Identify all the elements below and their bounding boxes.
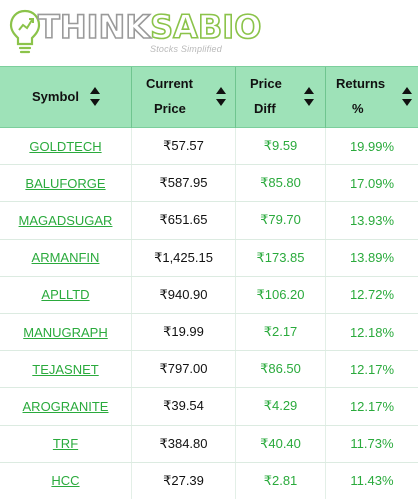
sort-arrows-icon[interactable] bbox=[90, 87, 100, 109]
current-price-cell: ₹797.00 bbox=[132, 351, 236, 388]
price-diff-cell: ₹86.50 bbox=[236, 351, 326, 388]
symbol-cell: GOLDTECH bbox=[0, 128, 132, 165]
table-row: AROGRANITE ₹39.54 ₹4.29 12.17% bbox=[0, 388, 418, 426]
returns-cell: 11.43% bbox=[350, 473, 394, 489]
symbol-link[interactable]: MAGADSUGAR bbox=[18, 212, 113, 228]
table-row: TEJASNET ₹797.00 ₹86.50 12.17% bbox=[0, 351, 418, 389]
logo-prefix: THINK bbox=[37, 7, 151, 47]
symbol-link[interactable]: MANUGRAPH bbox=[23, 324, 108, 340]
header-diff-label-1: Price bbox=[250, 76, 282, 91]
price-diff-cell: ₹2.81 bbox=[236, 462, 326, 499]
thinksabio-logo[interactable]: THINKSABIO Stocks Simplified bbox=[4, 4, 262, 60]
symbol-cell: ARMANFIN bbox=[0, 239, 132, 276]
table-row: BALUFORGE ₹587.95 ₹85.80 17.09% bbox=[0, 165, 418, 203]
current-price-cell: ₹1,425.15 bbox=[132, 239, 236, 276]
table-row: MANUGRAPH ₹19.99 ₹2.17 12.18% bbox=[0, 313, 418, 352]
header-current-label-1: Current bbox=[146, 76, 193, 91]
current-price-cell: ₹940.90 bbox=[132, 276, 236, 313]
header-current-price[interactable]: Current Price bbox=[132, 67, 236, 128]
header-returns-label-1: Returns bbox=[336, 76, 386, 91]
table-row: MAGADSUGAR ₹651.65 ₹79.70 13.93% bbox=[0, 202, 418, 240]
table-row: TRF ₹384.80 ₹40.40 11.73% bbox=[0, 425, 418, 463]
price-diff-cell: ₹173.85 bbox=[236, 239, 326, 276]
symbol-cell: HCC bbox=[0, 462, 132, 499]
symbol-cell: MANUGRAPH bbox=[0, 313, 132, 351]
table-body: GOLDTECH ₹57.57 ₹9.59 19.99% BALUFORGE ₹… bbox=[0, 128, 418, 499]
sort-arrows-icon[interactable] bbox=[402, 87, 412, 109]
returns-cell: 12.18% bbox=[349, 324, 395, 340]
price-diff-cell: ₹79.70 bbox=[236, 202, 326, 239]
returns-cell: 13.89% bbox=[349, 250, 395, 266]
current-price-cell: ₹27.39 bbox=[132, 462, 236, 499]
returns-cell: 12.72% bbox=[349, 287, 395, 303]
symbol-cell: BALUFORGE bbox=[0, 165, 132, 202]
logo-suffix: SABIO bbox=[149, 7, 262, 47]
current-price-cell: ₹39.54 bbox=[132, 388, 236, 425]
symbol-cell: TEJASNET bbox=[0, 351, 132, 388]
header-symbol[interactable]: Symbol bbox=[0, 67, 132, 128]
table-header: Symbol Current Price Price Diff Returns … bbox=[0, 66, 418, 128]
symbol-cell: APLLTD bbox=[0, 276, 132, 313]
returns-cell: 19.99% bbox=[349, 138, 395, 154]
current-price-cell: ₹384.80 bbox=[132, 425, 236, 462]
header-price-diff[interactable]: Price Diff bbox=[236, 67, 326, 128]
sort-arrows-icon[interactable] bbox=[216, 87, 226, 109]
symbol-link[interactable]: TRF bbox=[52, 436, 79, 452]
price-diff-cell: ₹40.40 bbox=[236, 425, 326, 462]
logo-wordmark: THINKSABIO bbox=[37, 7, 262, 47]
price-diff-cell: ₹106.20 bbox=[236, 276, 326, 313]
symbol-cell: AROGRANITE bbox=[0, 388, 132, 425]
price-diff-cell: ₹4.29 bbox=[236, 388, 326, 425]
current-price-cell: ₹57.57 bbox=[132, 128, 236, 165]
returns-cell: 11.73% bbox=[350, 436, 394, 452]
logo-tagline: Stocks Simplified bbox=[150, 44, 222, 54]
symbol-cell: MAGADSUGAR bbox=[0, 202, 132, 239]
symbol-cell: TRF bbox=[0, 425, 132, 462]
header-diff-label-2: Diff bbox=[254, 101, 276, 116]
symbol-link[interactable]: BALUFORGE bbox=[25, 175, 106, 191]
current-price-cell: ₹19.99 bbox=[132, 313, 236, 351]
price-diff-cell: ₹85.80 bbox=[236, 165, 326, 202]
current-price-cell: ₹587.95 bbox=[132, 165, 236, 202]
symbol-link[interactable]: GOLDTECH bbox=[29, 138, 102, 154]
top-gainers-table: Symbol Current Price Price Diff Returns … bbox=[0, 66, 418, 499]
table-row: APLLTD ₹940.90 ₹106.20 12.72% bbox=[0, 276, 418, 314]
symbol-link[interactable]: AROGRANITE bbox=[22, 398, 109, 414]
lightbulb-icon bbox=[9, 9, 41, 54]
header-returns[interactable]: Returns % bbox=[326, 67, 418, 128]
returns-cell: 12.17% bbox=[349, 361, 395, 377]
symbol-link[interactable]: TEJASNET bbox=[32, 361, 99, 377]
header-current-label-2: Price bbox=[154, 101, 186, 116]
price-diff-cell: ₹2.17 bbox=[236, 313, 326, 351]
current-price-cell: ₹651.65 bbox=[132, 202, 236, 239]
sort-arrows-icon[interactable] bbox=[304, 87, 314, 109]
symbol-link[interactable]: ARMANFIN bbox=[31, 250, 100, 266]
symbol-link[interactable]: APLLTD bbox=[41, 287, 90, 303]
table-row: ARMANFIN ₹1,425.15 ₹173.85 13.89% bbox=[0, 239, 418, 277]
table-row: HCC ₹27.39 ₹2.81 11.43% bbox=[0, 462, 418, 499]
header-symbol-label: Symbol bbox=[32, 89, 79, 104]
brand-header: THINKSABIO Stocks Simplified bbox=[0, 0, 418, 66]
returns-cell: 17.09% bbox=[349, 175, 395, 191]
header-returns-label-2: % bbox=[352, 101, 364, 116]
table-row: GOLDTECH ₹57.57 ₹9.59 19.99% bbox=[0, 128, 418, 166]
returns-cell: 13.93% bbox=[349, 212, 395, 228]
symbol-link[interactable]: HCC bbox=[51, 473, 80, 489]
price-diff-cell: ₹9.59 bbox=[236, 128, 326, 165]
returns-cell: 12.17% bbox=[349, 398, 395, 414]
